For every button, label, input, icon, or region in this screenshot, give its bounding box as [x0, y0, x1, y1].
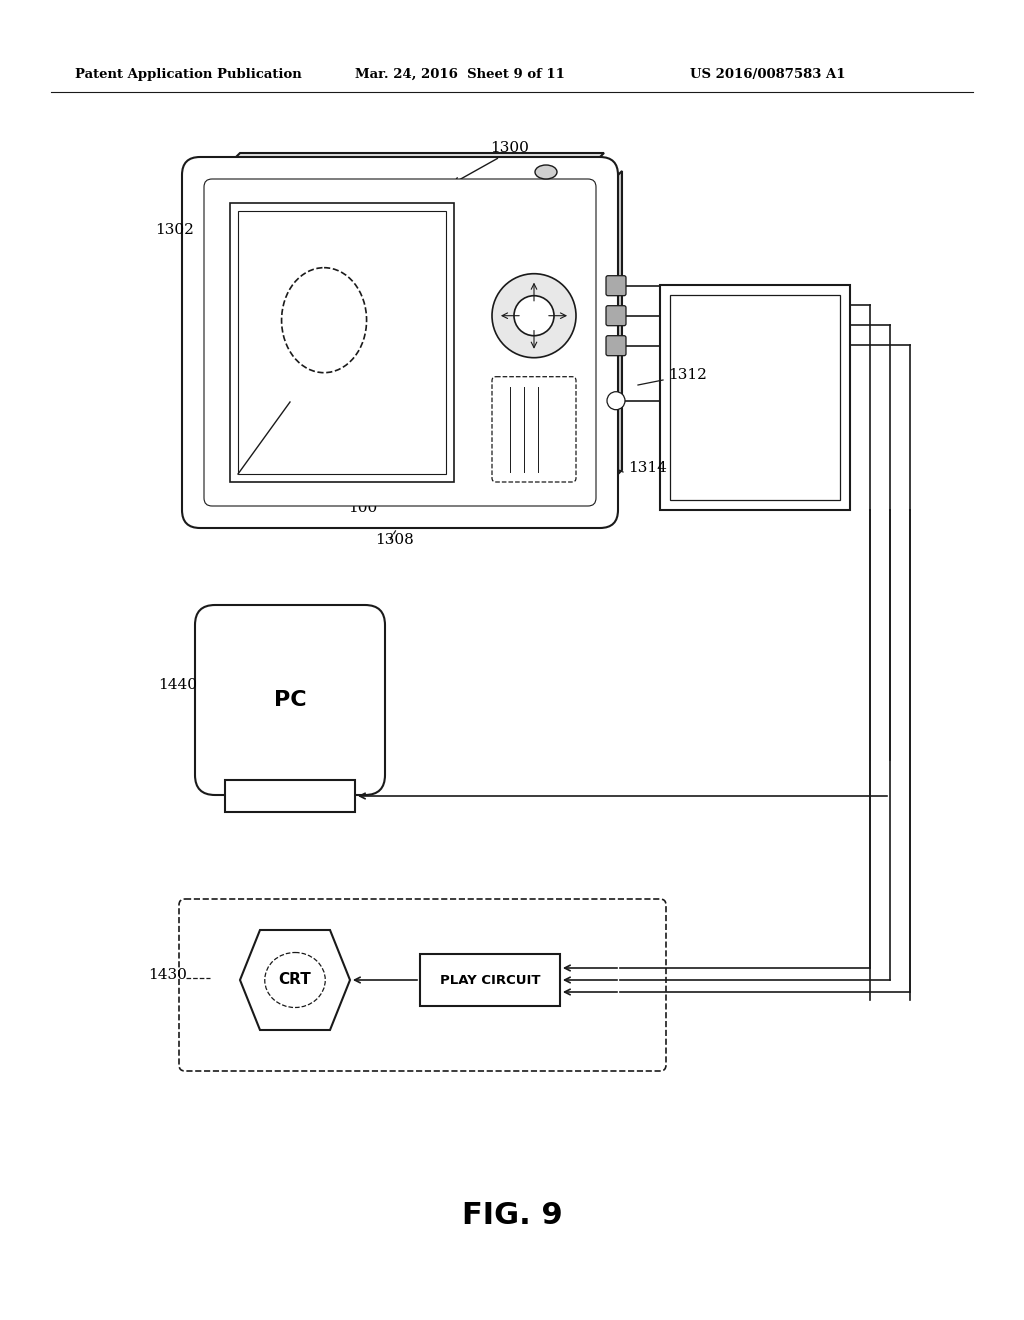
FancyBboxPatch shape: [195, 605, 385, 795]
FancyBboxPatch shape: [179, 899, 666, 1071]
Text: 1304: 1304: [315, 201, 354, 214]
Polygon shape: [218, 153, 604, 176]
Text: FIG. 9: FIG. 9: [462, 1200, 562, 1229]
Text: 1308: 1308: [375, 533, 414, 546]
Circle shape: [514, 296, 554, 335]
Bar: [660, 285, 850, 510]
FancyBboxPatch shape: [606, 276, 626, 296]
Text: 1314: 1314: [628, 461, 667, 475]
Text: PC: PC: [273, 690, 306, 710]
FancyBboxPatch shape: [606, 306, 626, 326]
Bar: [420, 954, 560, 1006]
Ellipse shape: [535, 165, 557, 180]
Ellipse shape: [282, 268, 367, 372]
Bar: [225, 780, 355, 812]
Text: Patent Application Publication: Patent Application Publication: [75, 69, 302, 81]
FancyBboxPatch shape: [204, 180, 596, 506]
Text: 1440: 1440: [158, 678, 197, 692]
Ellipse shape: [265, 953, 326, 1007]
Polygon shape: [600, 172, 622, 492]
Circle shape: [492, 273, 575, 358]
Text: 100: 100: [348, 502, 377, 515]
Text: 1302: 1302: [155, 223, 194, 238]
Bar: [230, 203, 454, 482]
FancyBboxPatch shape: [606, 335, 626, 355]
Text: PLAY CIRCUIT: PLAY CIRCUIT: [439, 974, 541, 986]
Text: 1430: 1430: [148, 968, 186, 982]
Text: 1306: 1306: [528, 205, 567, 219]
Text: 2000: 2000: [210, 483, 249, 498]
Polygon shape: [240, 931, 350, 1030]
Text: US 2016/0087583 A1: US 2016/0087583 A1: [690, 69, 846, 81]
Text: CRT: CRT: [279, 973, 311, 987]
FancyBboxPatch shape: [492, 376, 575, 482]
Text: 1300: 1300: [490, 141, 528, 154]
FancyBboxPatch shape: [182, 157, 618, 528]
Bar: [238, 211, 446, 474]
Bar: [670, 294, 840, 500]
Circle shape: [607, 392, 625, 409]
Text: 1312: 1312: [668, 368, 707, 381]
Text: Mar. 24, 2016  Sheet 9 of 11: Mar. 24, 2016 Sheet 9 of 11: [355, 69, 565, 81]
